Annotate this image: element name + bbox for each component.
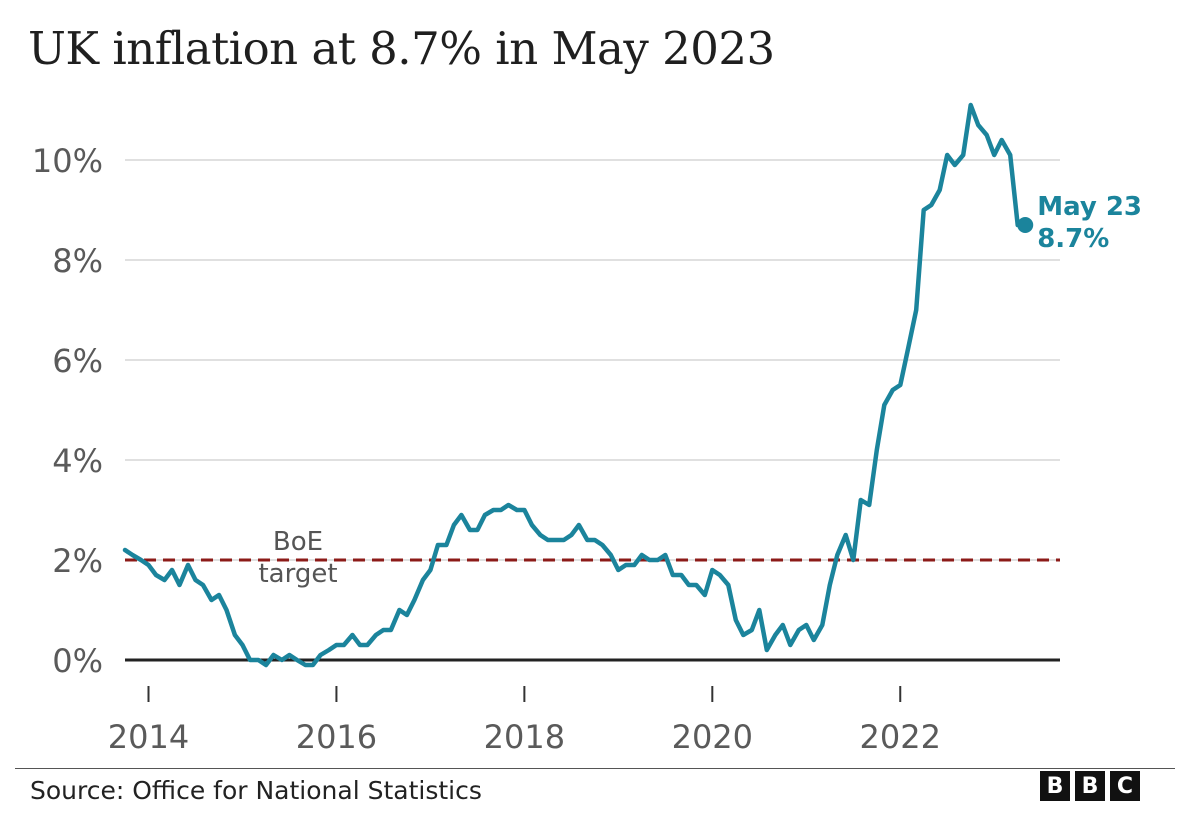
latest-data-point bbox=[1017, 217, 1034, 233]
footer-divider bbox=[15, 768, 1175, 769]
bbc-logo-letter: B bbox=[1040, 771, 1070, 801]
grid-lines bbox=[125, 159, 1060, 561]
x-tick-label: 2014 bbox=[108, 718, 189, 756]
y-tick-label: 10% bbox=[32, 142, 103, 180]
x-tick-labels: 2014 2016 2018 2020 2022 bbox=[108, 718, 941, 756]
boe-target-label-2: target bbox=[258, 559, 337, 589]
x-tick-label: 2020 bbox=[672, 718, 753, 756]
y-tick-labels: 0% 2% 4% 6% 8% 10% bbox=[32, 142, 103, 680]
x-tick-label: 2016 bbox=[296, 718, 377, 756]
inflation-series-line bbox=[122, 102, 1028, 668]
latest-point-label: May 23 bbox=[1037, 192, 1142, 222]
y-tick-label: 0% bbox=[52, 642, 103, 680]
y-tick-label: 2% bbox=[52, 542, 103, 580]
boe-target-label: BoE bbox=[273, 527, 323, 557]
y-tick-label: 6% bbox=[52, 342, 103, 380]
x-ticks bbox=[147, 686, 902, 702]
y-tick-label: 4% bbox=[52, 442, 103, 480]
source-note: Source: Office for National Statistics bbox=[30, 776, 482, 805]
latest-point-value: 8.7% bbox=[1037, 224, 1109, 254]
x-tick-label: 2018 bbox=[484, 718, 565, 756]
chart-title: UK inflation at 8.7% in May 2023 bbox=[28, 22, 775, 75]
bbc-logo: B B C bbox=[1040, 771, 1140, 801]
bbc-logo-letter: C bbox=[1110, 771, 1140, 801]
bbc-logo-letter: B bbox=[1075, 771, 1105, 801]
x-tick-label: 2022 bbox=[860, 718, 941, 756]
y-tick-label: 8% bbox=[52, 242, 103, 280]
